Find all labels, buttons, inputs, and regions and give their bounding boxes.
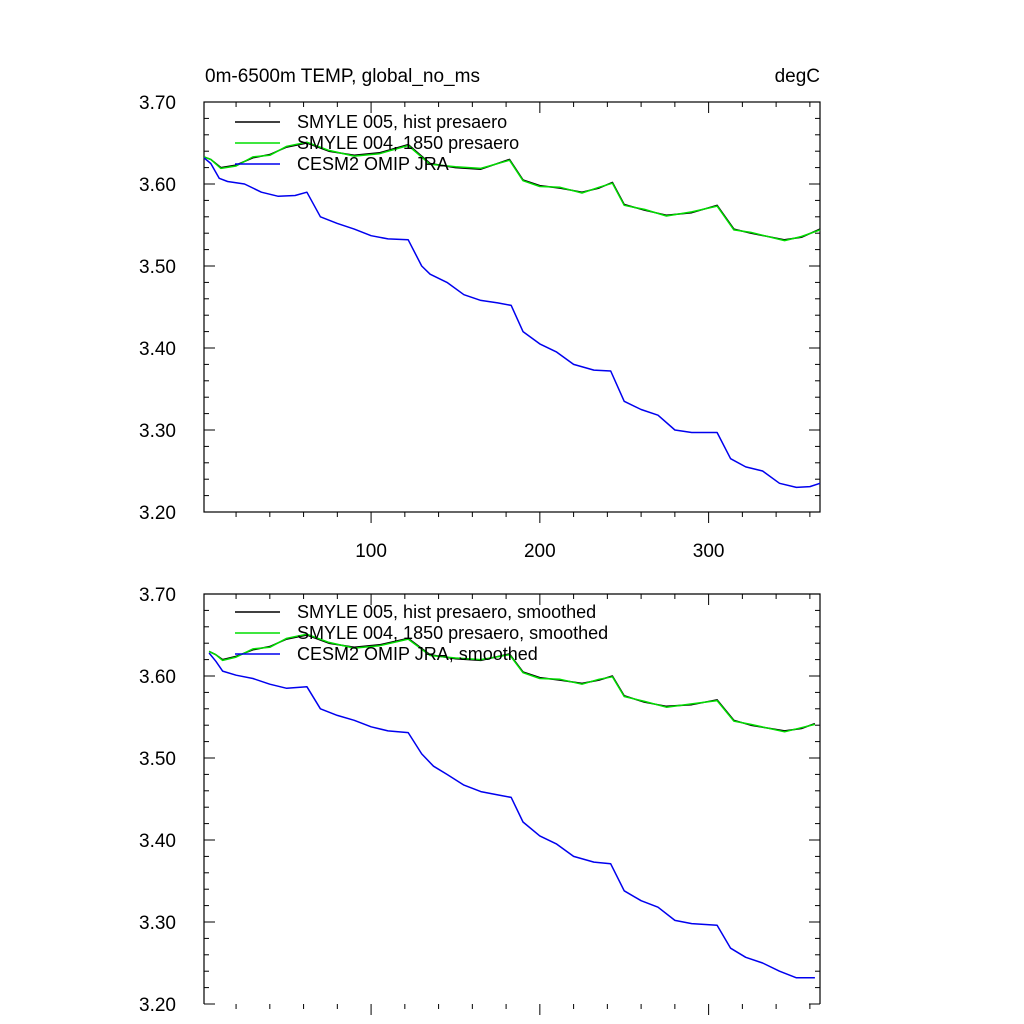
legend-label-2: CESM2 OMIP JRA, smoothed — [297, 644, 538, 664]
top-panel: 0m-6500m TEMP, global_no_ms degC 3.20 3.3… — [139, 66, 821, 562]
x-tick-label: 300 — [693, 541, 725, 562]
y-tick-label: 3.70 — [139, 93, 176, 114]
y-tick-label: 3.40 — [139, 831, 176, 852]
y-tick-label: 3.20 — [139, 503, 176, 524]
bottom-x-axis — [235, 594, 811, 1015]
top-x-axis: 100 200 300 — [235, 102, 811, 562]
top-series-group — [203, 141, 821, 489]
legend-label-2: CESM2 OMIP JRA — [297, 154, 449, 174]
legend-label-0: SMYLE 005, hist presaero — [297, 112, 507, 132]
panel-title-right: degC — [775, 66, 820, 87]
bottom-plot-frame — [203, 593, 821, 1004]
y-tick-label: 3.60 — [139, 175, 176, 196]
bottom-y-axis: 3.20 3.30 3.40 3.50 3.60 3.70 — [139, 585, 820, 1016]
y-tick-label: 3.30 — [139, 421, 176, 442]
legend-label-0: SMYLE 005, hist presaero, smoothed — [297, 602, 596, 622]
bottom-panel: 3.20 3.30 3.40 3.50 3.60 3.70 SMYLE 005, hist… — [139, 585, 821, 1016]
x-tick-label: 100 — [355, 541, 387, 562]
series-line-2 — [203, 157, 821, 489]
bottom-legend: SMYLE 005, hist presaero, smoothedSMYLE … — [235, 602, 608, 664]
bottom-series-group — [208, 633, 816, 979]
y-tick-label: 3.60 — [139, 667, 176, 688]
top-plot-frame — [203, 101, 821, 513]
y-tick-label: 3.20 — [139, 995, 176, 1016]
y-tick-label: 3.50 — [139, 257, 176, 278]
y-tick-label: 3.30 — [139, 913, 176, 934]
y-tick-label: 3.70 — [139, 585, 176, 606]
series-line-2 — [208, 652, 815, 979]
panel-title-left: 0m-6500m TEMP, global_no_ms — [205, 66, 480, 87]
x-tick-label: 200 — [524, 541, 556, 562]
y-tick-label: 3.50 — [139, 749, 176, 770]
y-tick-label: 3.40 — [139, 339, 176, 360]
series-line-1 — [208, 633, 816, 733]
series-line-1 — [203, 141, 821, 242]
legend-label-1: SMYLE 004, 1850 presaero, smoothed — [297, 623, 608, 643]
legend-label-1: SMYLE 004, 1850 presaero — [297, 133, 519, 153]
top-y-axis: 3.20 3.30 3.40 3.50 3.60 3.70 — [139, 93, 820, 524]
